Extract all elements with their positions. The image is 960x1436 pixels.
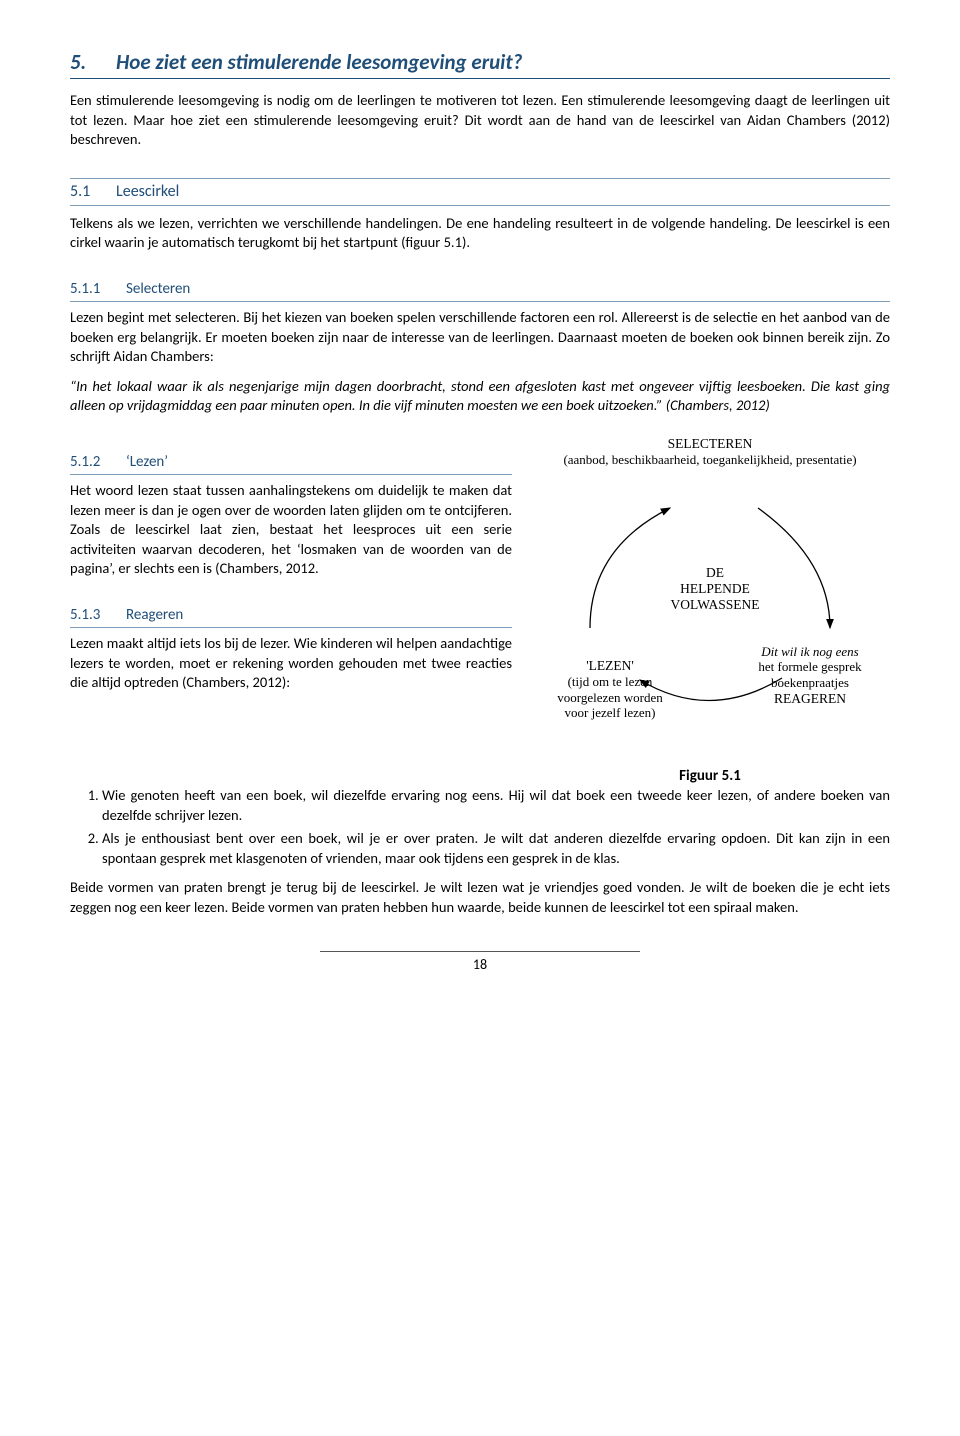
diagram-top-title: SELECTEREN <box>530 436 890 452</box>
diagram-top-node: SELECTEREN (aanbod, beschikbaarheid, toe… <box>530 436 890 468</box>
heading-5-1-2-num: 5.1.2 <box>70 452 126 472</box>
heading-section-5: 5.Hoe ziet een stimulerende leesomgeving… <box>70 48 890 79</box>
heading-5-1-3-num: 5.1.3 <box>70 605 126 625</box>
page-number: 18 <box>473 956 487 973</box>
list-item: Als je enthousiast bent over een boek, w… <box>102 829 890 868</box>
heading-5-1-3-title: Reageren <box>126 606 183 624</box>
heading-5-1: 5.1Leescirkel <box>70 178 890 206</box>
page-footer: 18 <box>320 951 640 975</box>
section-5-intro: Een stimulerende leesomgeving is nodig o… <box>70 91 890 150</box>
section-5-1-body: Telkens als we lezen, verrichten we vers… <box>70 214 890 253</box>
diagram-right-l3: boekenpraatjes <box>730 675 890 691</box>
diagram-center-l2: HELPENDE <box>660 581 770 597</box>
heading-5-1-1-num: 5.1.1 <box>70 279 126 299</box>
heading-5-1-2: 5.1.2‘Lezen’ <box>70 452 512 475</box>
heading-5-num: 5. <box>70 48 116 76</box>
diagram-left-title: 'LEZEN' <box>530 658 690 674</box>
section-5-1-3-list: Wie genoten heeft van een boek, wil diez… <box>70 786 890 868</box>
section-5-1-3-intro: Lezen maakt altijd iets los bij de lezer… <box>70 634 512 693</box>
heading-5-1-num: 5.1 <box>70 181 116 203</box>
list-item: Wie genoten heeft van een boek, wil diez… <box>102 786 890 825</box>
diagram-center-l3: VOLWASSENE <box>660 597 770 613</box>
diagram-left-sub2: voorgelezen worden <box>530 690 690 706</box>
diagram-right-node: Dit wil ik nog eens het formele gesprek … <box>730 644 890 707</box>
heading-5-title: Hoe ziet een stimulerende leesomgeving e… <box>116 49 522 75</box>
diagram-left-node: 'LEZEN' (tijd om te lezen voorgelezen wo… <box>530 658 690 721</box>
figure-caption: Figuur 5.1 <box>530 766 890 786</box>
section-5-1-1-quote: “In het lokaal waar ik als negenjarige m… <box>70 377 890 416</box>
heading-5-1-1-title: Selecteren <box>126 280 190 298</box>
diagram-right-l4: REAGEREN <box>730 691 890 707</box>
diagram-right-l2: het formele gesprek <box>730 659 890 675</box>
diagram-center-l1: DE <box>660 565 770 581</box>
heading-5-1-title: Leescirkel <box>116 182 179 201</box>
section-5-1-1-p1: Lezen begint met selecteren. Bij het kie… <box>70 308 890 367</box>
diagram-top-sub: (aanbod, beschikbaarheid, toegankelijkhe… <box>530 452 890 468</box>
heading-5-1-1: 5.1.1Selecteren <box>70 279 890 302</box>
section-5-1-3-closing: Beide vormen van praten brengt je terug … <box>70 878 890 917</box>
diagram-left-sub3: voor jezelf lezen) <box>530 705 690 721</box>
diagram-right-l1: Dit wil ik nog eens <box>730 644 890 660</box>
leescirkel-diagram: SELECTEREN (aanbod, beschikbaarheid, toe… <box>530 430 890 760</box>
diagram-center-node: DE HELPENDE VOLWASSENE <box>660 565 770 614</box>
heading-5-1-3: 5.1.3Reageren <box>70 605 512 628</box>
diagram-left-sub1: (tijd om te lezen <box>530 674 690 690</box>
section-5-1-2-body: Het woord lezen staat tussen aanhalingst… <box>70 481 512 579</box>
heading-5-1-2-title: ‘Lezen’ <box>126 453 168 471</box>
